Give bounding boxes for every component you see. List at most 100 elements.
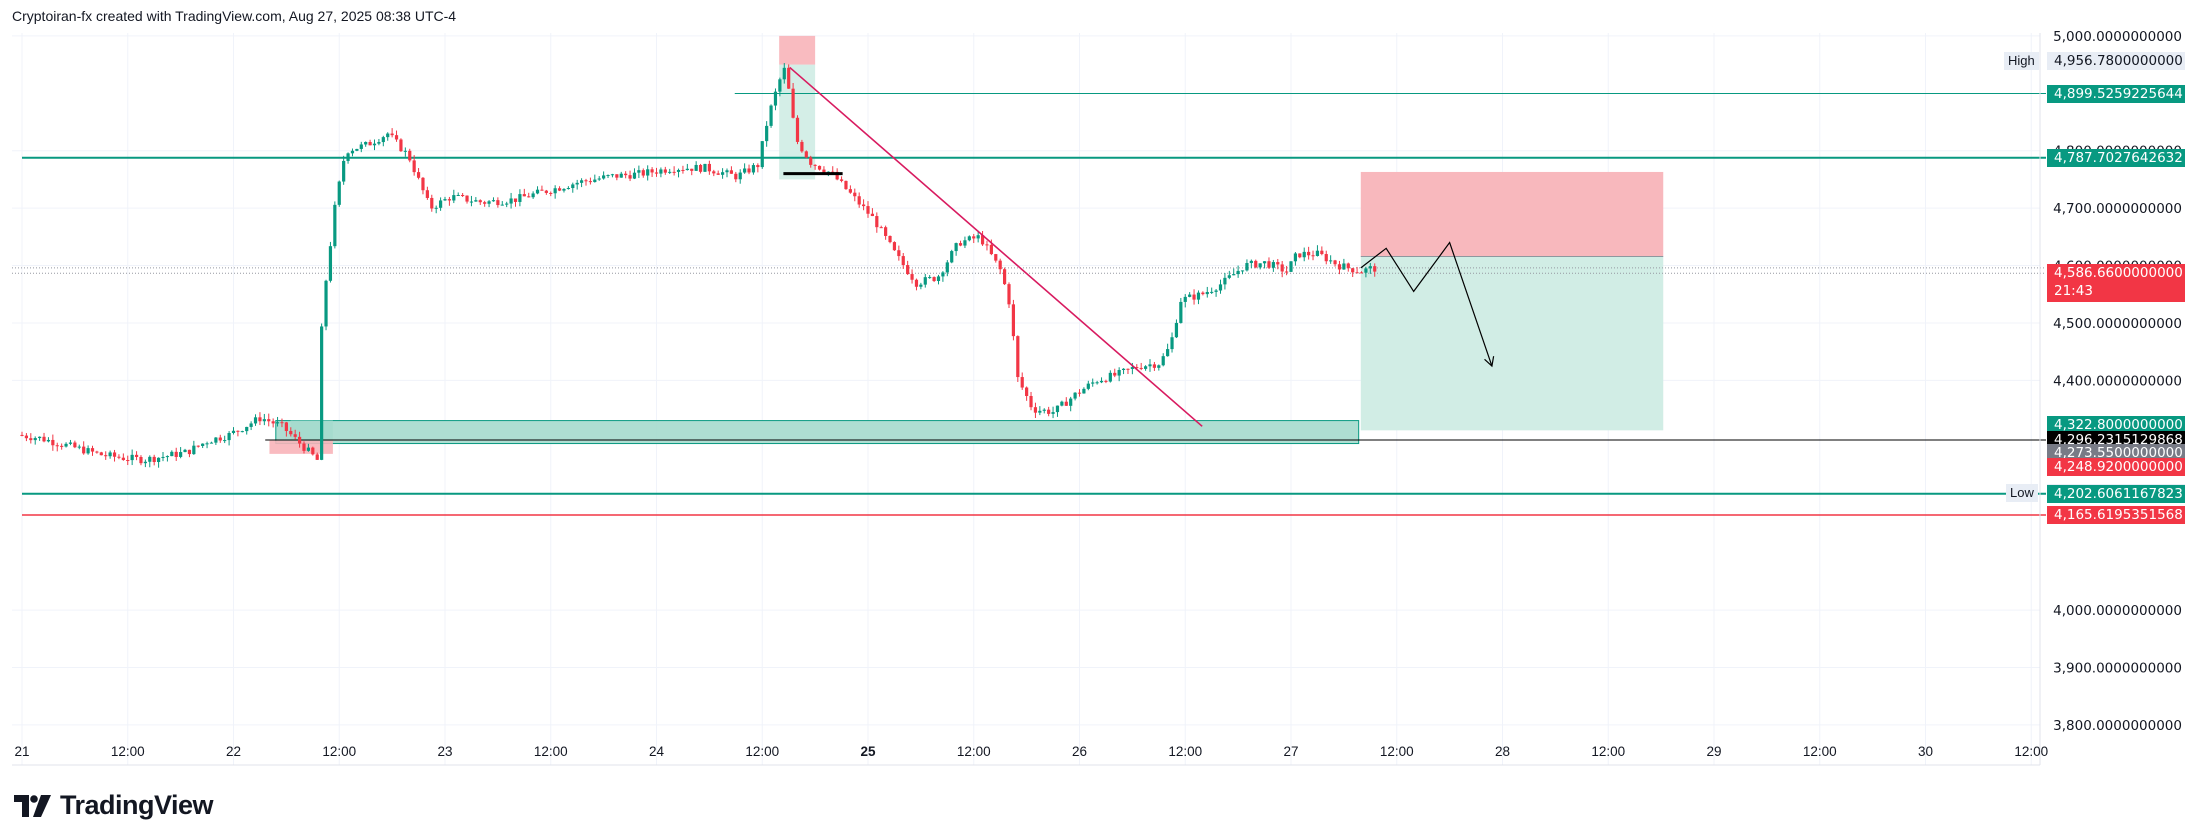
candle-body (1320, 250, 1324, 255)
candle (425, 186, 429, 200)
candle-body (540, 189, 544, 191)
x-tick-label: 12:00 (1168, 744, 1202, 759)
candle (1161, 353, 1165, 367)
candle-body (311, 447, 315, 455)
candle-body (756, 165, 760, 168)
candle-body (1210, 291, 1214, 293)
candle (1183, 294, 1187, 308)
candle-body (527, 196, 531, 198)
candle (99, 451, 103, 456)
candle (778, 77, 782, 97)
candle-body (434, 207, 438, 209)
candle (1368, 262, 1372, 274)
price-label-4787: 4,787.7027642632 (2047, 148, 2185, 167)
price-label-4165: 4,165.6195351568 (2047, 505, 2185, 524)
candle-body (641, 170, 645, 176)
candle-body (615, 174, 619, 178)
candle (562, 188, 566, 193)
candle-body (1337, 264, 1342, 270)
candle (725, 168, 729, 178)
candle-body (976, 235, 980, 239)
candle-body (879, 227, 883, 229)
candle-body (1170, 337, 1174, 350)
candle-body (240, 431, 244, 433)
candle-body (646, 169, 650, 176)
candle-body (1196, 292, 1201, 300)
candle (90, 445, 95, 456)
tradingview-brand: TradingView (60, 790, 214, 820)
candle-body (619, 173, 623, 178)
y-tick-label: 3,800.0000000000 (2053, 718, 2182, 734)
candle-body (835, 171, 839, 180)
candle (579, 178, 584, 188)
candle (1091, 378, 1095, 387)
candle-body (1214, 290, 1218, 292)
candle-body (769, 105, 773, 126)
candle-body (1060, 401, 1064, 406)
candle (267, 413, 271, 427)
candle (1232, 268, 1236, 276)
candle-body (950, 251, 954, 263)
candle (412, 155, 416, 176)
candle (884, 225, 888, 240)
candle (1324, 250, 1328, 265)
candle (707, 160, 711, 175)
candle-body (518, 194, 522, 202)
candle-body (1240, 270, 1245, 272)
candle-body (729, 170, 734, 174)
candle (1002, 267, 1007, 286)
candle (95, 450, 99, 454)
candle (1227, 270, 1231, 280)
candle-body (734, 173, 738, 180)
x-tick-label: 12:00 (1380, 744, 1414, 759)
candle (126, 455, 130, 466)
candle-body (1064, 401, 1068, 406)
candle (73, 440, 77, 449)
axes: 5,000.00000000004,800.00000000004,700.00… (12, 29, 2182, 766)
candle (461, 193, 465, 198)
candle (1346, 262, 1350, 272)
candle (980, 230, 985, 246)
candle (760, 141, 764, 169)
candle (571, 182, 575, 193)
candle (1113, 368, 1117, 378)
candle (1157, 364, 1161, 371)
candle (1280, 261, 1284, 278)
candle-body (394, 135, 399, 140)
x-tick-label: 29 (1706, 744, 1721, 759)
candle (359, 141, 363, 153)
candle-body (914, 279, 919, 287)
candle (659, 167, 663, 178)
candle (483, 200, 487, 207)
candle-body (231, 430, 236, 434)
candle (1329, 255, 1333, 264)
candle-body (315, 454, 319, 460)
candle (844, 180, 848, 190)
candle (24, 433, 29, 442)
candle (1020, 372, 1024, 390)
candle (258, 412, 262, 426)
candle-body (253, 417, 258, 424)
candle (117, 454, 121, 460)
x-tick-label: 12:00 (1803, 744, 1837, 759)
candle (712, 169, 716, 177)
candle-body (359, 144, 363, 149)
price-label-4248: 4,248.9200000000 (2047, 458, 2185, 477)
candle-body (1055, 405, 1060, 413)
candle (663, 166, 667, 175)
candle (130, 449, 134, 466)
candle (1258, 263, 1262, 270)
demand-zone (275, 420, 1360, 445)
candle (672, 166, 676, 176)
candle-body (875, 216, 879, 228)
candle (452, 189, 456, 204)
candle-body (1108, 372, 1112, 382)
y-tick-label: 4,400.0000000000 (2053, 373, 2182, 389)
candle-body (1077, 392, 1082, 394)
candle-body (575, 182, 579, 185)
candle-body (782, 67, 786, 80)
candle (1359, 271, 1364, 274)
candle-body (443, 199, 447, 201)
candle-body (544, 190, 548, 193)
